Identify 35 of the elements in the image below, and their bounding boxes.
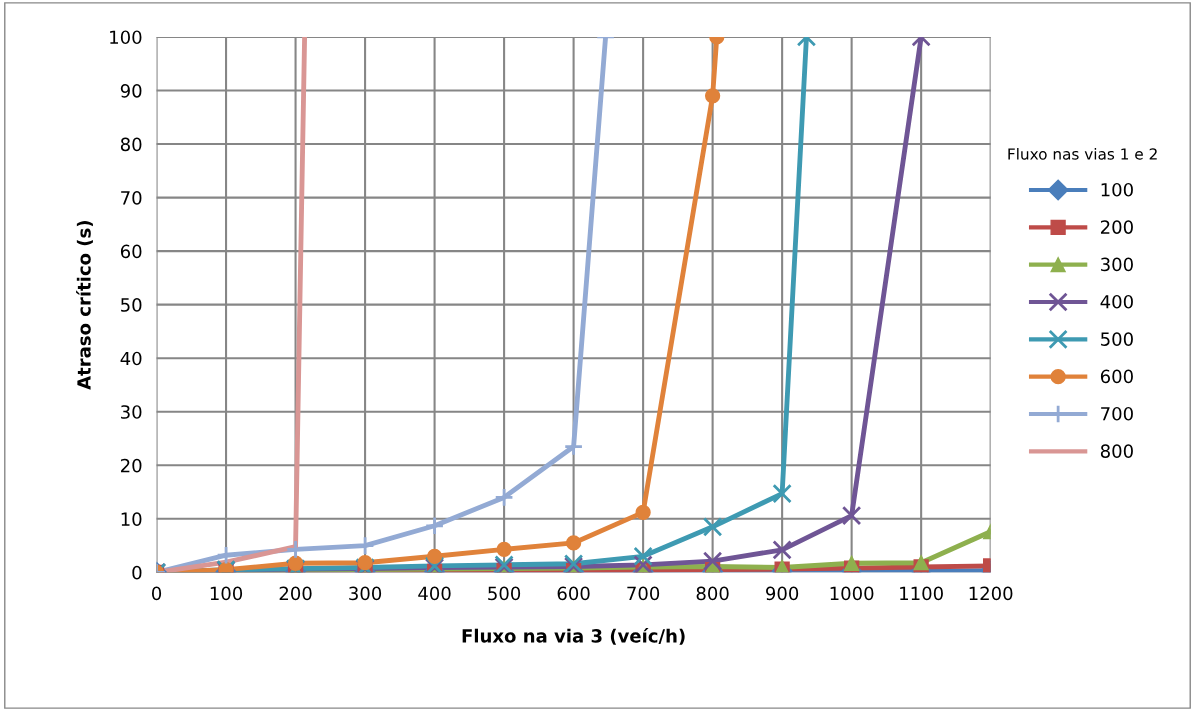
x-tick-label: 1100 [900, 586, 943, 601]
legend-label: 600 [1100, 369, 1133, 384]
y-tick-label: 80 [120, 137, 142, 152]
legend-label: 800 [1100, 444, 1133, 458]
y-tick-label: 10 [121, 512, 142, 526]
x-tick-label: 600 [557, 586, 590, 601]
y-tick-label: 20 [121, 458, 142, 473]
y-tick-label: 40 [120, 351, 142, 366]
x-tick-label: 700 [627, 586, 660, 601]
x-tick-label: 300 [349, 586, 382, 601]
x-axis-title: Fluxo na via 3 (veíc/h) [462, 628, 685, 645]
legend-label: 500 [1101, 332, 1133, 346]
y-tick-label: 90 [120, 83, 142, 98]
x-tick-label: 1200 [969, 586, 1013, 601]
y-tick-label: 50 [121, 298, 142, 312]
x-tick-label: 800 [696, 586, 729, 601]
x-tick-label: 100 [210, 586, 243, 601]
y-tick-label: 30 [121, 405, 142, 419]
legend-label: 200 [1100, 220, 1133, 234]
legend-label: 300 [1101, 257, 1133, 272]
x-tick-label: 500 [488, 586, 521, 601]
y-tick-label: 60 [120, 244, 142, 259]
x-tick-label: 1000 [830, 586, 874, 601]
legend-label: 700 [1101, 406, 1133, 421]
x-tick-label: 0 [151, 586, 162, 601]
x-tick-label: 200 [279, 586, 312, 601]
y-tick-label: 70 [121, 191, 142, 205]
y-tick-label: 100 [110, 30, 142, 45]
legend-label: 400 [1100, 294, 1133, 309]
legend-label: 100 [1101, 182, 1133, 197]
y-tick-label: 0 [132, 565, 142, 580]
legend-title: Fluxo nas vias 1 e 2 [1008, 147, 1157, 160]
y-axis-title: Atraso crítico (s) [76, 221, 93, 390]
x-tick-label: 900 [766, 586, 799, 601]
x-tick-label: 400 [418, 586, 451, 601]
